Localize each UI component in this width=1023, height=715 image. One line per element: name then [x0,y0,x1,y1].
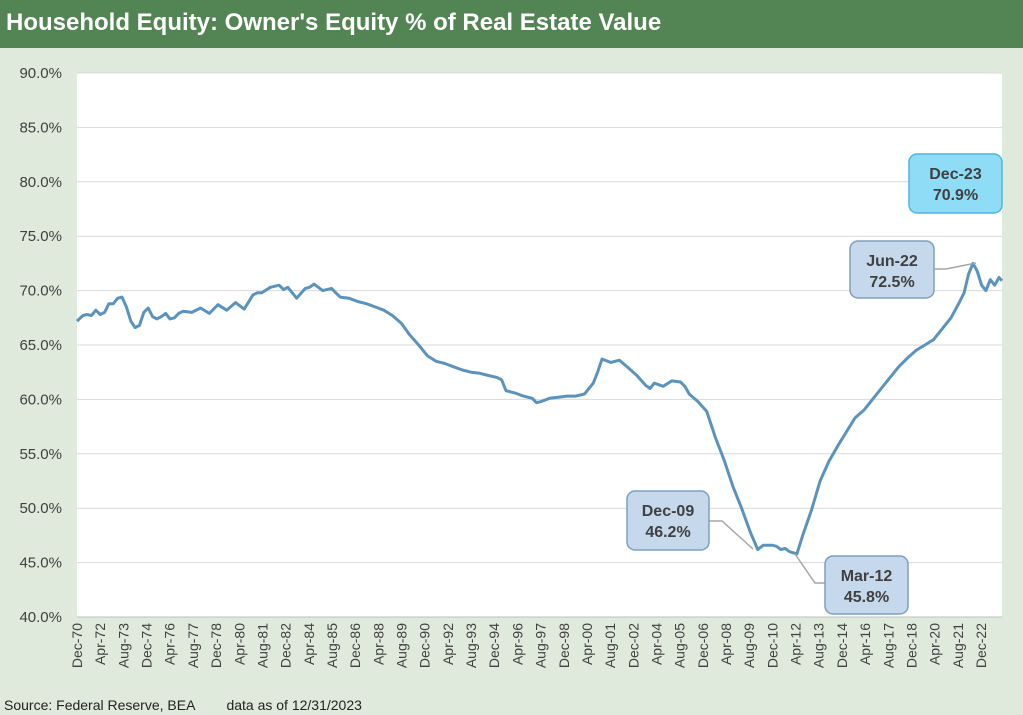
x-tick-label: Dec-74 [139,623,155,668]
x-tick-label: Dec-22 [973,623,989,668]
x-tick-label: Aug-97 [533,623,549,668]
callout-dec-09: Dec-09 46.2% [626,490,710,551]
x-tick-label: Apr-88 [370,623,386,665]
x-tick-label: Dec-14 [834,623,850,668]
y-tick-label: 85.0% [19,119,62,136]
footer: Source: Federal Reserve, BEA data as of … [4,697,362,713]
x-tick-label: Aug-89 [394,623,410,668]
x-tick-label: Aug-01 [602,623,618,668]
y-tick-label: 80.0% [19,174,62,191]
x-tick-label: Aug-93 [463,623,479,668]
x-tick-label: Apr-16 [857,623,873,665]
callout-jun-22: Jun-22 72.5% [849,240,935,299]
y-tick-label: 60.0% [19,391,62,408]
x-tick-label: Dec-98 [556,623,572,668]
title-bar: Household Equity: Owner's Equity % of Re… [0,0,1023,48]
source-note: Source: Federal Reserve, BEA [4,697,195,713]
x-tick-label: Dec-06 [695,623,711,668]
callout-box [849,240,935,299]
callout-box [824,555,909,615]
x-tick-label: Apr-72 [92,623,108,665]
callout-date: Dec-09 [642,503,695,520]
callout-mar-12: Mar-12 45.8% [824,555,909,615]
y-tick-label: 65.0% [19,337,62,354]
y-tick-label: 75.0% [19,228,62,245]
callout-date: Mar-12 [841,568,893,585]
callout-leaders [709,262,977,584]
x-tick-label: Dec-02 [625,623,641,668]
callouts: Dec-09 46.2% Mar-12 45.8% Jun-22 72.5% Dec-23 7… [626,153,1003,615]
page-title: Household Equity: Owner's Equity % of Re… [6,9,662,36]
x-tick-label: Aug-81 [254,623,270,668]
x-tick-label: Apr-92 [440,623,456,665]
x-tick-label: Apr-80 [231,623,247,665]
x-tick-label: Apr-12 [788,623,804,665]
callout-value: 70.9% [933,187,978,204]
x-tick-label: Aug-13 [811,623,827,668]
callout-value: 45.8% [844,589,889,606]
callout-box [908,153,1003,214]
x-tick-label: Apr-00 [579,623,595,665]
x-tick-label: Apr-76 [162,623,178,665]
x-tick-label: Apr-96 [509,623,525,665]
y-tick-label: 40.0% [19,609,62,626]
x-tick-label: Aug-73 [115,623,131,668]
callout-leader-line [709,520,754,550]
x-tick-label: Aug-21 [950,623,966,668]
y-tick-label: 70.0% [19,283,62,300]
as-of-note: data as of 12/31/2023 [226,697,362,713]
x-axis-ticks: Dec-70 Apr-72 Aug-73 Dec-74 Apr-76 Aug-77 Dec-… [69,623,989,668]
callout-value: 72.5% [869,274,914,291]
x-tick-label: Aug-05 [672,623,688,668]
callout-date: Jun-22 [866,253,918,270]
x-tick-label: Apr-04 [648,623,664,665]
y-tick-label: 55.0% [19,446,62,463]
y-tick-label: 90.0% [19,65,62,82]
x-tick-label: Apr-20 [927,623,943,665]
x-tick-label: Aug-09 [741,623,757,668]
line-chart: 90.0% 85.0% 80.0% 75.0% 70.0% 65.0% 60.0% 55.0%… [19,65,1004,668]
callout-box [626,490,710,551]
x-tick-label: Dec-86 [347,623,363,668]
x-tick-label: Dec-70 [69,623,85,668]
series-group [75,261,1004,556]
y-axis-ticks: 90.0% 85.0% 80.0% 75.0% 70.0% 65.0% 60.0% 55.0%… [19,65,62,626]
x-tick-label: Apr-08 [718,623,734,665]
x-tick-label: Aug-77 [185,623,201,668]
x-tick-label: Dec-78 [208,623,224,668]
x-tick-label: Dec-18 [903,623,919,668]
x-tick-label: Dec-90 [417,623,433,668]
callout-date: Dec-23 [929,166,982,183]
callout-value: 46.2% [645,524,690,541]
x-tick-label: Dec-82 [278,623,294,668]
y-tick-label: 45.0% [19,555,62,572]
callout-leader-line [794,553,825,584]
callout-leader-line [934,262,977,270]
x-tick-label: Aug-17 [880,623,896,668]
x-tick-label: Apr-84 [301,623,317,665]
callout-dec-23: Dec-23 70.9% [908,153,1003,214]
y-tick-label: 50.0% [19,500,62,517]
series-line [75,261,1004,556]
x-tick-label: Dec-10 [764,623,780,668]
x-tick-label: Aug-85 [324,623,340,668]
x-tick-label: Dec-94 [486,623,502,668]
